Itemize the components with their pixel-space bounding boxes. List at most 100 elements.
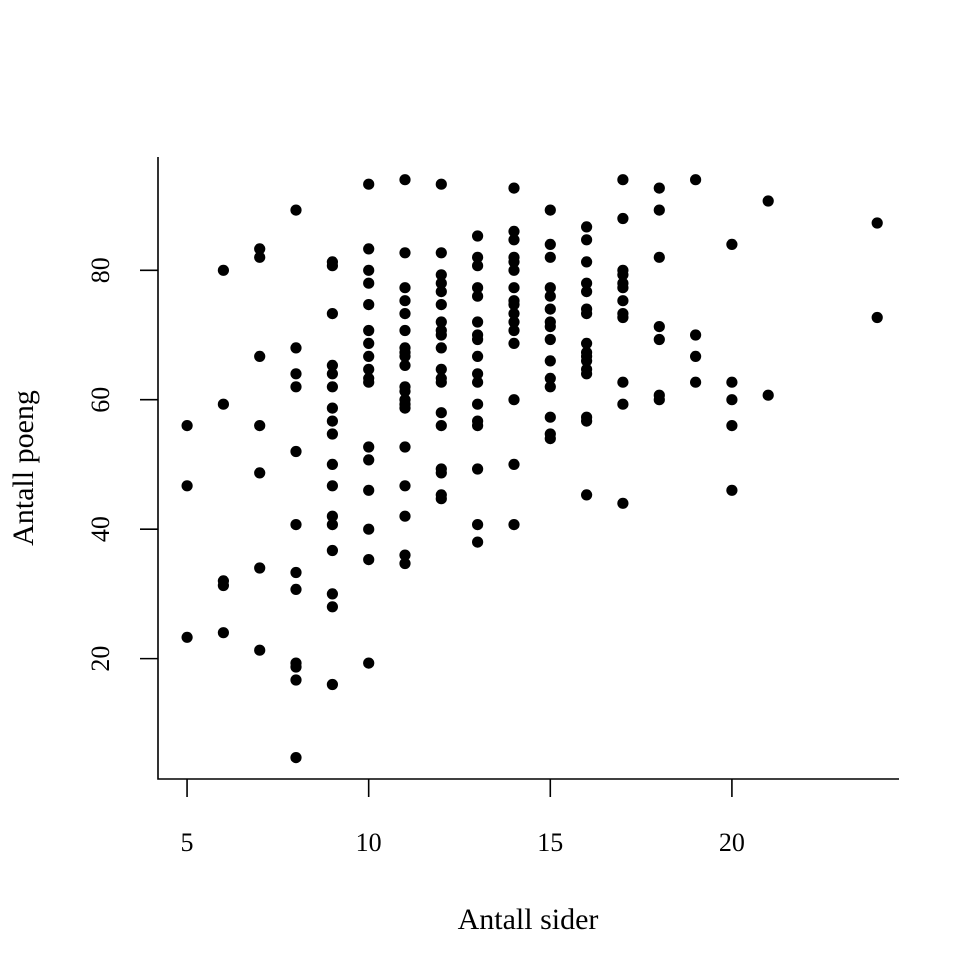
data-point bbox=[181, 631, 193, 643]
data-point bbox=[326, 308, 338, 320]
x-axis-title: Antall sider bbox=[458, 903, 599, 936]
data-point bbox=[254, 350, 266, 362]
x-tick-label: 5 bbox=[181, 828, 194, 857]
data-point bbox=[544, 282, 556, 294]
data-point bbox=[435, 467, 447, 479]
data-point bbox=[399, 510, 411, 522]
data-point bbox=[326, 480, 338, 492]
axes bbox=[157, 157, 899, 780]
data-point bbox=[399, 359, 411, 371]
data-point bbox=[762, 195, 774, 207]
y-tick-label: 40 bbox=[86, 516, 115, 542]
data-point bbox=[399, 480, 411, 492]
data-point bbox=[472, 282, 484, 294]
data-point bbox=[544, 333, 556, 346]
y-axis: 20 40 60 80 bbox=[86, 257, 158, 672]
data-point bbox=[617, 269, 629, 281]
data-point bbox=[544, 238, 556, 250]
data-point bbox=[544, 290, 556, 302]
x-tick-label: 10 bbox=[356, 828, 382, 857]
data-point bbox=[363, 376, 375, 388]
data-point bbox=[399, 282, 411, 294]
data-point bbox=[472, 260, 484, 272]
data-point bbox=[581, 221, 593, 233]
data-point bbox=[508, 299, 520, 311]
data-point bbox=[472, 463, 484, 475]
data-point bbox=[363, 363, 375, 375]
data-point bbox=[326, 519, 338, 531]
data-point bbox=[290, 445, 302, 458]
data-point bbox=[617, 174, 629, 186]
data-point bbox=[399, 174, 411, 186]
y-tick-label: 20 bbox=[86, 646, 115, 672]
data-point bbox=[363, 324, 375, 337]
data-point bbox=[399, 402, 411, 414]
data-point bbox=[290, 381, 302, 393]
data-point bbox=[326, 381, 338, 393]
data-point bbox=[363, 441, 375, 453]
data-point bbox=[363, 277, 375, 289]
data-point bbox=[581, 337, 593, 349]
data-point bbox=[472, 316, 484, 328]
data-point bbox=[326, 359, 338, 371]
data-point bbox=[581, 355, 593, 367]
data-point bbox=[508, 337, 520, 349]
data-point bbox=[726, 484, 738, 496]
data-point bbox=[653, 251, 665, 263]
data-point bbox=[435, 269, 447, 281]
data-point bbox=[290, 204, 302, 216]
data-point bbox=[472, 536, 484, 548]
points-layer bbox=[181, 174, 883, 764]
data-point bbox=[399, 350, 411, 362]
data-point bbox=[544, 433, 556, 445]
data-point bbox=[508, 234, 520, 246]
data-point bbox=[544, 321, 556, 333]
data-point bbox=[363, 454, 375, 466]
data-point bbox=[435, 329, 447, 341]
data-point bbox=[653, 182, 665, 194]
data-point bbox=[508, 519, 520, 531]
data-point bbox=[653, 321, 665, 333]
data-point bbox=[617, 311, 629, 324]
data-point bbox=[290, 342, 302, 354]
data-point bbox=[435, 299, 447, 311]
data-point bbox=[254, 243, 266, 255]
data-point bbox=[290, 752, 302, 764]
data-point bbox=[472, 420, 484, 432]
data-point bbox=[363, 299, 375, 311]
data-point bbox=[690, 329, 702, 341]
data-point bbox=[617, 398, 629, 410]
data-point bbox=[472, 376, 484, 388]
data-point bbox=[544, 204, 556, 216]
data-point bbox=[726, 376, 738, 388]
data-point bbox=[581, 286, 593, 298]
data-point bbox=[363, 523, 375, 535]
data-point bbox=[363, 554, 375, 566]
data-point bbox=[472, 350, 484, 362]
data-point bbox=[326, 458, 338, 470]
data-point bbox=[435, 247, 447, 259]
y-axis-title: Antall poeng bbox=[7, 390, 40, 546]
x-tick-label: 15 bbox=[537, 828, 563, 857]
data-point bbox=[472, 230, 484, 242]
data-point bbox=[326, 402, 338, 414]
data-point bbox=[508, 182, 520, 194]
x-tick-label: 20 bbox=[719, 828, 745, 857]
data-point bbox=[435, 342, 447, 354]
data-point bbox=[399, 557, 411, 570]
data-point bbox=[290, 661, 302, 673]
data-point bbox=[254, 467, 266, 479]
data-point bbox=[690, 350, 702, 362]
data-point bbox=[581, 308, 593, 320]
data-point bbox=[290, 519, 302, 531]
data-point bbox=[399, 247, 411, 259]
data-point bbox=[326, 678, 338, 691]
data-point bbox=[435, 420, 447, 432]
data-point bbox=[326, 415, 338, 427]
data-point bbox=[363, 264, 375, 276]
data-point bbox=[399, 549, 411, 561]
data-point bbox=[508, 458, 520, 470]
data-point bbox=[326, 588, 338, 600]
data-point bbox=[581, 368, 593, 380]
